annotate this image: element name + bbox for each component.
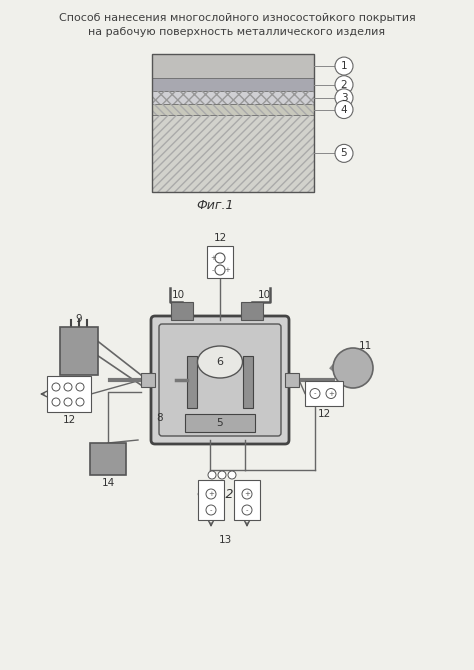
Circle shape: [310, 389, 320, 399]
Text: Фиг.1: Фиг.1: [196, 198, 234, 212]
Bar: [152, 91, 314, 105]
Circle shape: [326, 389, 336, 399]
FancyBboxPatch shape: [151, 316, 289, 444]
Text: Фиг.2: Фиг.2: [196, 488, 234, 502]
Text: 3: 3: [341, 93, 347, 103]
Circle shape: [64, 383, 72, 391]
Text: 6: 6: [217, 357, 224, 367]
Text: -: -: [246, 507, 248, 513]
Circle shape: [76, 383, 84, 391]
Text: +: +: [210, 255, 216, 261]
Bar: [60, 327, 98, 375]
Circle shape: [335, 144, 353, 162]
Bar: [171, 302, 193, 320]
Circle shape: [206, 505, 216, 515]
Circle shape: [218, 471, 226, 479]
Circle shape: [333, 348, 373, 388]
Text: -: -: [210, 507, 212, 513]
Bar: [152, 105, 314, 115]
Polygon shape: [90, 443, 126, 475]
Circle shape: [208, 471, 216, 479]
Circle shape: [215, 253, 225, 263]
Text: Способ нанесения многослойного износостойкого покрытия: Способ нанесения многослойного износосто…: [59, 13, 415, 23]
Text: 11: 11: [358, 341, 372, 351]
Text: -: -: [314, 391, 316, 397]
Bar: [141, 373, 155, 387]
Text: 5: 5: [217, 418, 223, 428]
Circle shape: [335, 100, 353, 119]
Text: -: -: [212, 267, 214, 273]
Text: 4: 4: [341, 105, 347, 115]
Bar: [152, 54, 314, 192]
Text: 9: 9: [76, 314, 82, 324]
Circle shape: [242, 505, 252, 515]
Text: 10: 10: [257, 290, 271, 300]
Ellipse shape: [198, 346, 243, 378]
Circle shape: [76, 398, 84, 406]
Bar: [187, 356, 197, 408]
Circle shape: [335, 57, 353, 75]
FancyBboxPatch shape: [159, 324, 281, 436]
Text: 14: 14: [101, 478, 115, 488]
Text: 7: 7: [289, 380, 296, 390]
Circle shape: [335, 76, 353, 94]
Circle shape: [64, 398, 72, 406]
Text: +: +: [328, 391, 334, 397]
Bar: [241, 302, 263, 320]
Text: 5: 5: [341, 148, 347, 158]
Bar: [198, 480, 224, 520]
Circle shape: [206, 489, 216, 499]
Circle shape: [52, 383, 60, 391]
Bar: [152, 91, 314, 105]
Bar: [47, 376, 91, 412]
Bar: [152, 78, 314, 91]
Text: на рабочую поверхность металлического изделия: на рабочую поверхность металлического из…: [89, 27, 385, 37]
Text: 1: 1: [341, 61, 347, 71]
Circle shape: [215, 265, 225, 275]
Text: 12: 12: [213, 233, 227, 243]
Circle shape: [52, 398, 60, 406]
Circle shape: [228, 471, 236, 479]
Bar: [152, 54, 314, 78]
Bar: [243, 356, 253, 408]
Bar: [152, 115, 314, 192]
Bar: [234, 480, 260, 520]
Bar: [152, 115, 314, 192]
Bar: [185, 414, 255, 432]
Text: +: +: [224, 267, 230, 273]
Bar: [152, 105, 314, 115]
Bar: [207, 246, 233, 278]
Text: 2: 2: [341, 80, 347, 90]
Bar: [305, 381, 343, 406]
Text: 8: 8: [157, 413, 164, 423]
Bar: [285, 373, 299, 387]
Circle shape: [335, 89, 353, 107]
Text: +: +: [244, 491, 250, 497]
Text: 12: 12: [63, 415, 76, 425]
Text: 12: 12: [318, 409, 331, 419]
Text: +: +: [208, 491, 214, 497]
Circle shape: [242, 489, 252, 499]
Text: 13: 13: [219, 535, 232, 545]
Text: 10: 10: [172, 290, 184, 300]
